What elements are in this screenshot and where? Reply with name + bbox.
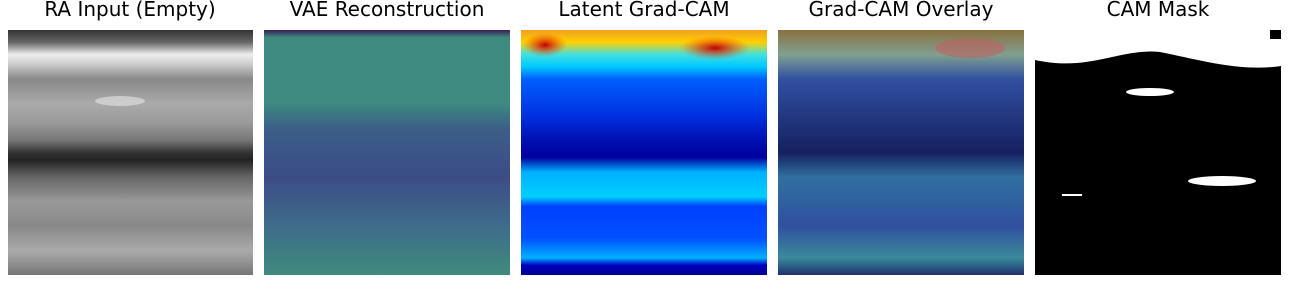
panel-title: CAM Mask <box>1107 0 1210 21</box>
panel-title: Grad-CAM Overlay <box>809 0 994 21</box>
image-detail <box>680 36 750 60</box>
image <box>8 30 253 275</box>
mask-region <box>1270 30 1281 39</box>
panel-title: Latent Grad-CAM <box>558 0 729 21</box>
image <box>521 30 767 275</box>
image-detail <box>523 33 567 57</box>
image <box>778 30 1024 275</box>
mask-region <box>1035 30 1281 68</box>
panel-title: VAE Reconstruction <box>290 0 485 21</box>
panel: RA Input (Empty) <box>8 0 253 275</box>
panel-title: RA Input (Empty) <box>44 0 215 21</box>
panel: VAE Reconstruction <box>264 0 510 275</box>
mask-region <box>1126 88 1174 96</box>
image-detail <box>95 96 145 106</box>
mask-region <box>1188 176 1256 186</box>
panel: Grad-CAM Overlay <box>778 0 1024 275</box>
mask-region <box>1062 194 1082 196</box>
panel: CAM Mask <box>1035 0 1281 275</box>
image-detail <box>935 38 1005 58</box>
panel: Latent Grad-CAM <box>521 0 767 275</box>
image <box>1035 30 1281 275</box>
image <box>264 30 510 275</box>
